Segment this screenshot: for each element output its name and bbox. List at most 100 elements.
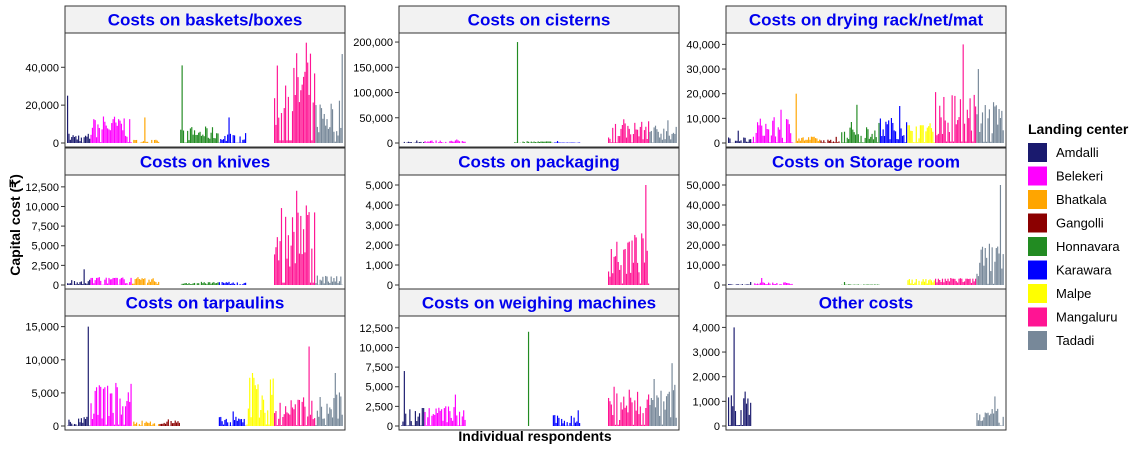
bar-bhatkala bbox=[147, 141, 149, 143]
bar-belekeri bbox=[784, 282, 786, 285]
bar-gangolli bbox=[832, 141, 835, 143]
bar-karawara bbox=[245, 133, 247, 143]
bar-belekeri bbox=[756, 122, 759, 143]
bar-amdalli bbox=[414, 411, 416, 426]
bar-honnavara bbox=[547, 141, 549, 143]
bar-belekeri bbox=[456, 139, 458, 143]
y-tick-label: 3,000 bbox=[365, 220, 393, 232]
bar-belekeri bbox=[127, 392, 129, 426]
bar-tadadi bbox=[331, 417, 334, 426]
bar-amdalli bbox=[733, 327, 735, 426]
bar-belekeri bbox=[464, 141, 466, 143]
bar-bhatkala bbox=[149, 421, 151, 426]
bar-gangolli bbox=[163, 422, 165, 426]
bar-tadadi bbox=[323, 283, 325, 285]
bar-tadadi bbox=[999, 185, 1002, 285]
bar-amdalli bbox=[736, 284, 738, 285]
bar-tadadi bbox=[668, 391, 670, 426]
bar-honnavara bbox=[843, 131, 846, 143]
bar-tadadi bbox=[984, 105, 986, 143]
bar-amdalli bbox=[409, 409, 411, 426]
bar-amdalli bbox=[403, 141, 405, 143]
bar-amdalli bbox=[76, 282, 78, 285]
bar-mangaluru bbox=[643, 262, 646, 285]
bar-mangaluru bbox=[959, 278, 962, 285]
bar-belekeri bbox=[115, 122, 117, 143]
panel-strip bbox=[725, 5, 1007, 34]
bar-belekeri bbox=[425, 425, 428, 426]
bar-malpe bbox=[254, 385, 256, 426]
bar-mangaluru bbox=[619, 419, 621, 426]
bar-tadadi bbox=[656, 129, 658, 143]
bar-tadadi bbox=[330, 409, 332, 426]
bar-belekeri bbox=[98, 277, 100, 285]
bar-mangaluru bbox=[634, 234, 636, 285]
bar-mangaluru bbox=[302, 397, 305, 426]
bar-malpe bbox=[919, 125, 921, 143]
y-axis-title: Capital cost (₹) bbox=[7, 174, 23, 275]
panel-title: Costs on cisterns bbox=[468, 11, 611, 30]
bar-honnavara bbox=[854, 134, 857, 143]
bar-bhatkala bbox=[141, 141, 143, 143]
bar-mangaluru bbox=[950, 278, 952, 285]
bar-tadadi bbox=[323, 418, 325, 426]
bar-bhatkala bbox=[155, 139, 157, 143]
bar-mangaluru bbox=[636, 129, 639, 143]
bar-belekeri bbox=[130, 277, 132, 285]
bar-amdalli bbox=[410, 421, 412, 426]
bar-bhatkala bbox=[799, 140, 801, 143]
bar-karawara bbox=[888, 120, 890, 143]
bar-mangaluru bbox=[638, 414, 640, 426]
bar-belekeri bbox=[116, 277, 118, 285]
bar-karawara bbox=[233, 283, 236, 285]
bar-tadadi bbox=[997, 408, 999, 426]
y-tick-label: 50,000 bbox=[686, 180, 720, 192]
bar-belekeri bbox=[119, 398, 121, 426]
bar-honnavara bbox=[870, 136, 872, 143]
bar-honnavara bbox=[849, 127, 851, 143]
bar-mangaluru bbox=[276, 65, 278, 143]
bar-bhatkala bbox=[148, 279, 150, 285]
bar-honnavara bbox=[181, 283, 183, 285]
bar-tadadi bbox=[995, 411, 997, 426]
bar-karawara bbox=[890, 118, 893, 143]
bar-karawara bbox=[552, 415, 554, 426]
bar-malpe bbox=[907, 125, 909, 143]
bar-tadadi bbox=[327, 413, 329, 426]
y-tick-label: 40,000 bbox=[686, 39, 720, 51]
bar-amdalli bbox=[736, 140, 738, 143]
bar-belekeri bbox=[788, 124, 790, 143]
bar-mangaluru bbox=[609, 138, 611, 143]
bar-tadadi bbox=[981, 246, 984, 285]
bar-honnavara bbox=[875, 137, 877, 143]
bar-belekeri bbox=[790, 284, 792, 285]
bar-honnavara bbox=[193, 282, 196, 285]
bar-malpe bbox=[908, 279, 910, 285]
bar-belekeri bbox=[130, 142, 132, 143]
bar-mangaluru bbox=[943, 96, 945, 143]
bar-tadadi bbox=[981, 420, 984, 426]
bar-belekeri bbox=[425, 142, 428, 143]
bar-tadadi bbox=[979, 262, 981, 285]
bar-belekeri bbox=[441, 409, 443, 426]
bar-amdalli bbox=[736, 425, 738, 426]
bar-tadadi bbox=[319, 104, 321, 143]
bar-honnavara bbox=[852, 129, 854, 143]
bar-karawara bbox=[899, 106, 901, 143]
y-tick-label: 50,000 bbox=[359, 113, 393, 125]
bar-bhatkala bbox=[134, 279, 136, 285]
bar-belekeri bbox=[119, 279, 121, 285]
bar-belekeri bbox=[124, 283, 127, 285]
bar-mangaluru bbox=[617, 261, 619, 285]
bar-mangaluru bbox=[276, 237, 278, 285]
bar-belekeri bbox=[447, 406, 450, 426]
bar-mangaluru bbox=[634, 122, 636, 143]
bar-mangaluru bbox=[608, 271, 610, 285]
bar-karawara bbox=[242, 284, 244, 285]
bar-karawara bbox=[229, 283, 232, 285]
bar-tadadi bbox=[665, 131, 668, 143]
bar-tadadi bbox=[325, 425, 327, 426]
bar-tadadi bbox=[995, 105, 997, 143]
bar-tadadi bbox=[318, 416, 320, 426]
bar-belekeri bbox=[111, 279, 113, 285]
